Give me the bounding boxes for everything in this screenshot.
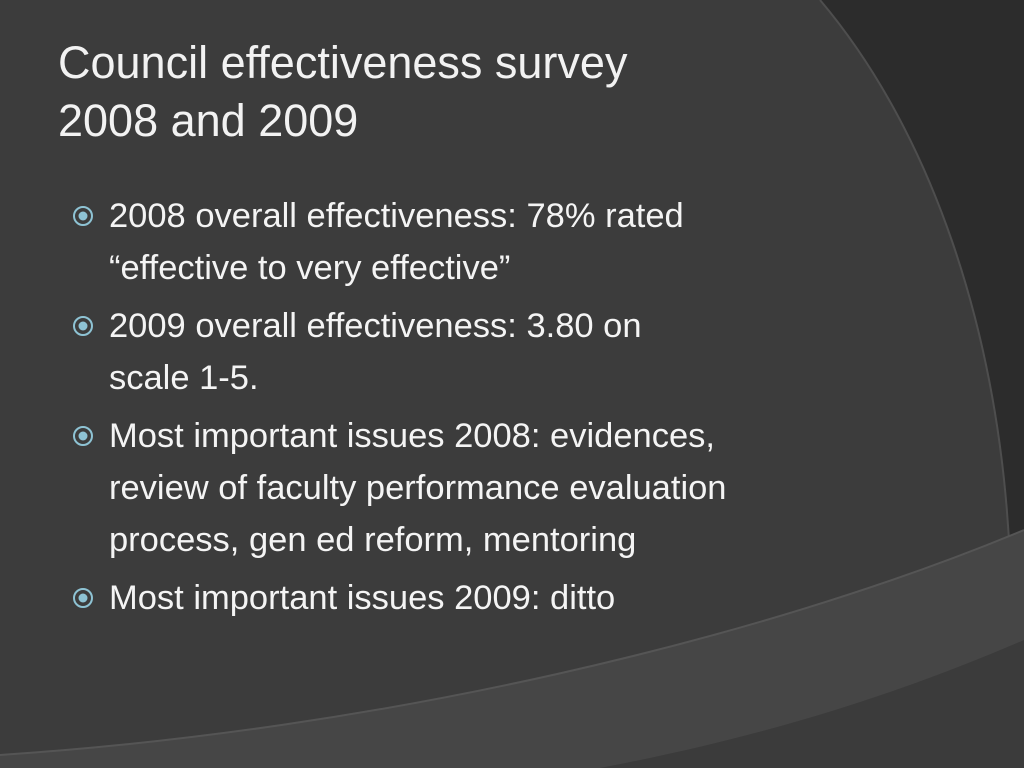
bullet-line: “effective to very effective” bbox=[109, 249, 511, 287]
bullet-line: 2008 overall effectiveness: 78% rated bbox=[109, 197, 684, 235]
right-curve-band bbox=[820, 0, 1024, 560]
right-curve-line bbox=[819, 0, 1011, 561]
title-line: Council effectiveness survey bbox=[58, 37, 628, 88]
circled-dot-icon bbox=[73, 588, 93, 608]
bullet-line: scale 1-5. bbox=[109, 359, 259, 397]
bullet-line: process, gen ed reform, mentoring bbox=[109, 521, 637, 559]
bullet-text: 2008 overall effectiveness: 78% rated “e… bbox=[109, 190, 892, 294]
corner-curve-band bbox=[600, 640, 1024, 768]
bullet-item: 2009 overall effectiveness: 3.80 on scal… bbox=[72, 300, 892, 404]
circled-dot-icon bbox=[73, 426, 93, 446]
slide-title: Council effectiveness survey 2008 and 20… bbox=[58, 34, 818, 150]
bullet-text: Most important issues 2008: evidences, r… bbox=[109, 410, 892, 566]
bullet-item: Most important issues 2008: evidences, r… bbox=[72, 410, 892, 566]
bullet-line: 2009 overall effectiveness: 3.80 on bbox=[109, 307, 642, 345]
bullet-item: 2008 overall effectiveness: 78% rated “e… bbox=[72, 190, 892, 294]
bullet-text: Most important issues 2009: ditto bbox=[109, 572, 892, 624]
bottom-curve-line bbox=[0, 529, 1024, 756]
bullet-text: 2009 overall effectiveness: 3.80 on scal… bbox=[109, 300, 892, 404]
circled-dot-icon bbox=[73, 316, 93, 336]
circled-dot-icon bbox=[73, 206, 93, 226]
bullet-list: 2008 overall effectiveness: 78% rated “e… bbox=[72, 190, 892, 630]
bullet-line: review of faculty performance evaluation bbox=[109, 469, 727, 507]
bottom-curve-band bbox=[0, 530, 1024, 768]
bullet-item: Most important issues 2009: ditto bbox=[72, 572, 892, 624]
bullet-line: Most important issues 2008: evidences, bbox=[109, 417, 715, 455]
title-line: 2008 and 2009 bbox=[58, 95, 359, 146]
bullet-line: Most important issues 2009: ditto bbox=[109, 579, 616, 617]
